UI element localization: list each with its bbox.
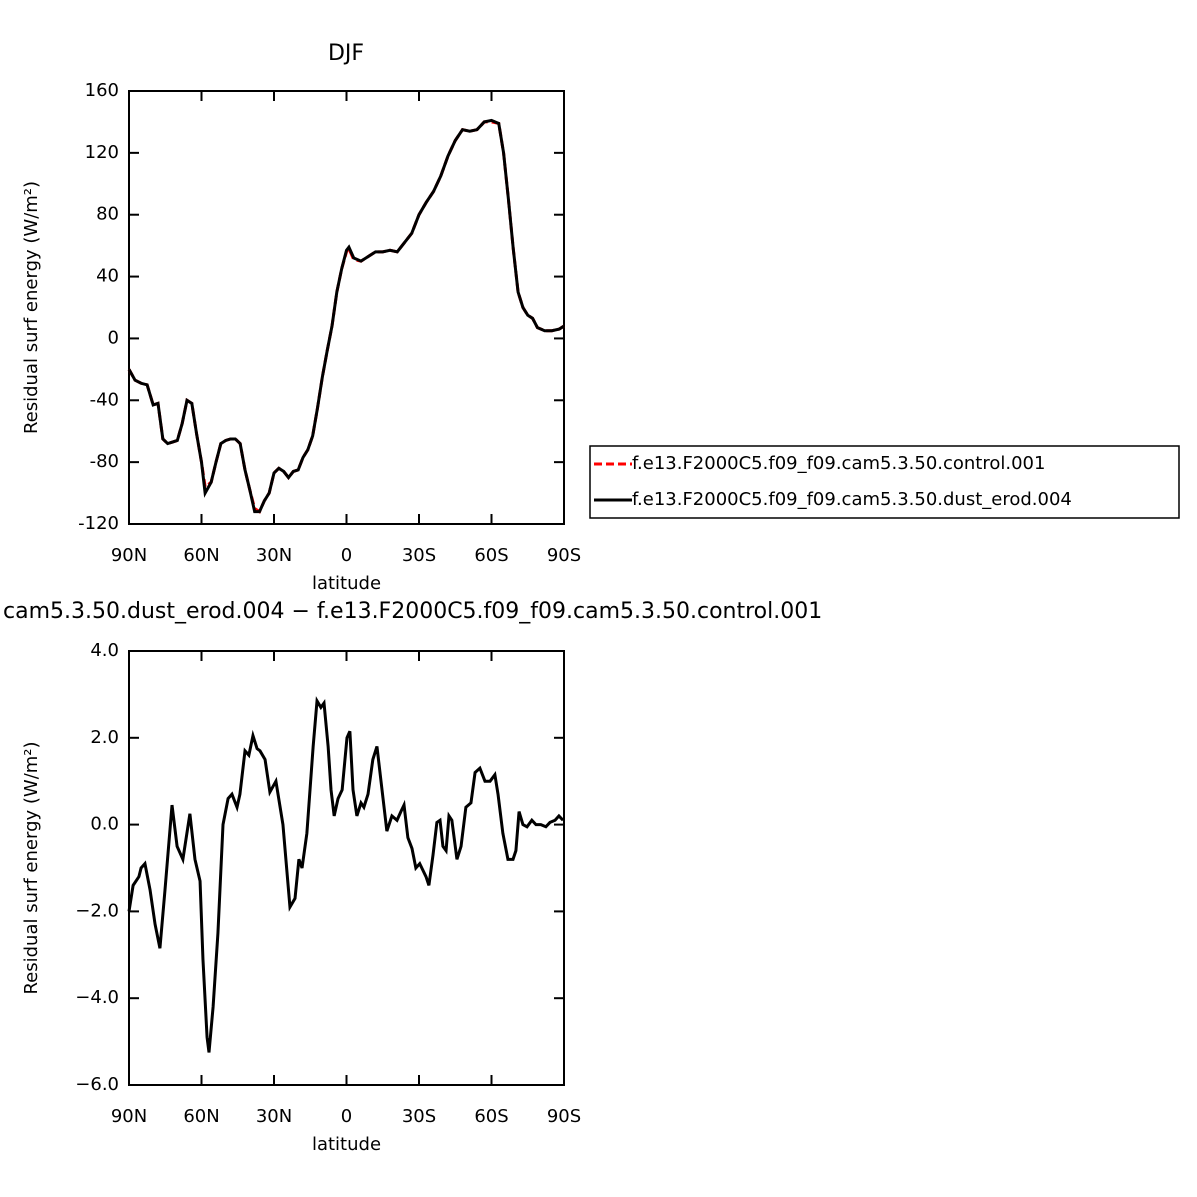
y-axis-label: Residual surf energy (W/m²) [21,181,42,434]
x-tick-label: 30S [402,1106,436,1127]
x-tick-label: 60S [474,1106,508,1127]
y-tick-label: -80 [90,451,119,472]
y-tick-label: 40 [96,266,119,287]
x-tick-label: 60S [474,545,508,566]
x-tick-label: 0 [341,1106,352,1127]
data-line [127,696,565,1053]
y-axis-label: Residual surf energy (W/m²) [21,741,42,994]
x-axis-label: latitude [312,573,381,594]
plot-frame [128,650,565,1086]
y-tick-label: −4.0 [75,987,119,1008]
legend-label: f.e13.F2000C5.f09_f09.cam5.3.50.dust_ero… [632,489,1072,510]
x-tick-label: 0 [341,545,352,566]
x-tick-label: 90S [547,1106,581,1127]
chart-title: cam5.3.50.dust_erod.004 − f.e13.F2000C5.… [3,599,822,624]
x-tick-label: 90S [547,545,581,566]
y-tick-label: 2.0 [90,727,119,748]
x-tick-label: 60N [183,1106,219,1127]
x-tick-label: 90N [111,545,147,566]
chart-title: DJF [328,41,364,66]
data-line [127,118,565,514]
y-tick-label: −6.0 [75,1074,119,1095]
x-tick-label: 30S [402,545,436,566]
legend-box [589,445,1180,519]
y-tick-label: −2.0 [75,900,119,921]
y-tick-label: 120 [85,142,119,163]
plot-frame [128,90,565,525]
y-tick-label: 0 [108,327,119,348]
x-tick-label: 30N [256,545,292,566]
legend-label: f.e13.F2000C5.f09_f09.cam5.3.50.control.… [632,453,1045,474]
x-axis-label: latitude [312,1134,381,1155]
x-tick-label: 90N [111,1106,147,1127]
y-tick-label: 80 [96,204,119,225]
y-tick-label: -40 [90,389,119,410]
y-tick-label: 4.0 [90,640,119,661]
data-line [127,120,565,514]
y-tick-label: 0.0 [90,814,119,835]
x-tick-label: 60N [183,545,219,566]
y-tick-label: -120 [78,513,119,534]
x-tick-label: 30N [256,1106,292,1127]
y-tick-label: 160 [85,80,119,101]
